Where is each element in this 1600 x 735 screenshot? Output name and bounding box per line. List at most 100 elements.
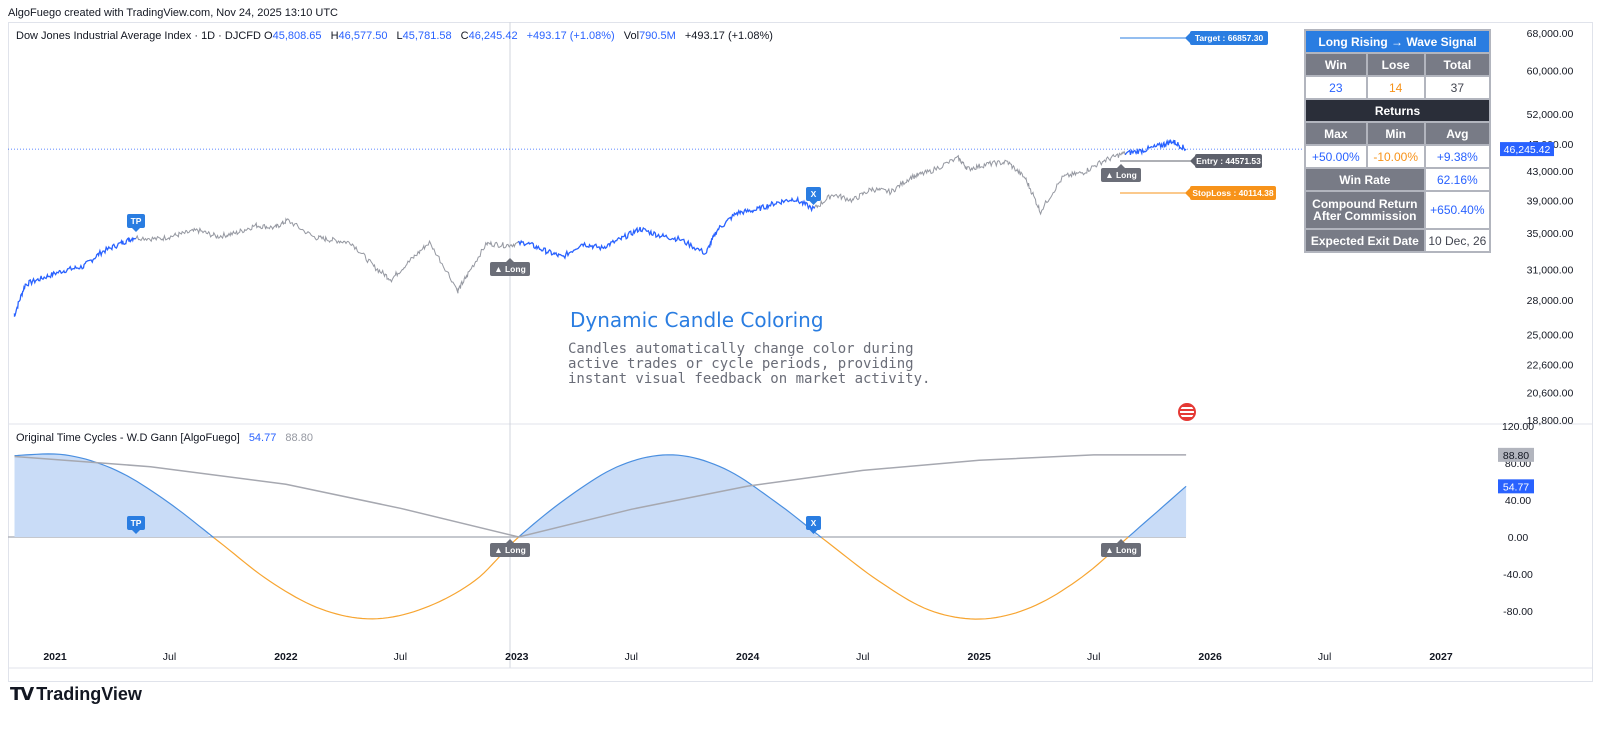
lose-count: 14 xyxy=(1365,75,1426,100)
exit-label-price-text: X xyxy=(811,189,817,199)
total-header: Total xyxy=(1423,52,1492,77)
long-label-oscillator-2[interactable]: ▲ Long xyxy=(1101,539,1141,557)
long-label-oscillator[interactable]: ▲ Long xyxy=(490,539,530,557)
exit-date-label: Expected Exit Date xyxy=(1304,228,1426,253)
win-rate-value: 62.16% xyxy=(1423,167,1492,192)
exit-label-oscillator-box xyxy=(806,516,821,530)
price-axis: 68,000.0060,000.0052,000.0047,000.0043,0… xyxy=(1500,28,1574,427)
long-cycle-value-tag-label: 88.80 xyxy=(1503,450,1529,462)
oscillator-axis: 120.0080.0040.000.00-40.00-80.0088.8054.… xyxy=(1498,421,1534,618)
long-cycle-line xyxy=(14,454,1187,538)
long-cycle-value-tag xyxy=(1498,447,1534,462)
annotation-title: Dynamic Candle Coloring xyxy=(570,308,824,332)
vol-value: 790.5M xyxy=(639,30,676,42)
tp-label-oscillator[interactable]: TP xyxy=(127,516,145,534)
max-header: Max xyxy=(1304,121,1368,146)
win-header: Win xyxy=(1304,52,1368,77)
time-tick-label: Jul xyxy=(394,651,407,663)
price-tick-label: 39,000.00 xyxy=(1527,195,1574,207)
long-label-oscillator-box xyxy=(490,543,530,557)
open-label: O xyxy=(264,30,273,42)
us-flag-icon[interactable] xyxy=(1178,403,1196,421)
time-axis: 2021 Jul 2022 Jul 2023 Jul 2024 Jul 2025 Jul 2026 J… xyxy=(8,651,1593,669)
price-tick-label: 52,000.00 xyxy=(1527,109,1574,121)
short-cycle-positive xyxy=(1128,485,1187,538)
oscillator-name[interactable]: Original Time Cycles - W.D Gann [AlgoFue… xyxy=(16,432,240,444)
stats-table: Long Rising → Wave Signal Win Lose Total… xyxy=(1304,29,1492,253)
price-line-inactive xyxy=(814,150,1126,216)
total-count: 37 xyxy=(1423,75,1492,100)
oscillator-tick-label: -80.00 xyxy=(1503,606,1533,618)
entry-label-text: Entry : 44571.53 xyxy=(1196,156,1261,166)
exit-label-oscillator[interactable]: X xyxy=(806,516,821,534)
price-tick-label: 68,000.00 xyxy=(1527,28,1574,40)
cycle-positive-fill xyxy=(14,453,209,537)
time-tick-label: 2024 xyxy=(736,651,760,663)
tp-label-oscillator-box xyxy=(127,516,145,530)
change-value: +493.17 (+1.08%) xyxy=(526,30,615,42)
tradingview-logo[interactable]: 𝗧𝗩 TradingView xyxy=(10,684,142,705)
price-tick-label: 35,000.00 xyxy=(1527,228,1574,240)
long-label-oscillator-2-text: ▲ Long xyxy=(1105,545,1137,555)
price-tick-label: 28,000.00 xyxy=(1527,295,1574,307)
last-price-tag-label: 46,245.42 xyxy=(1504,144,1551,156)
oscillator-value-long: 88.80 xyxy=(285,432,313,444)
price-line-active xyxy=(1124,138,1187,156)
win-rate-label: Win Rate xyxy=(1304,167,1426,192)
short-cycle-value-tag-label: 54.77 xyxy=(1503,481,1529,493)
long-label-price-box xyxy=(490,262,530,276)
oscillator-series xyxy=(14,453,1187,620)
time-tick-label: Jul xyxy=(856,651,869,663)
time-tick-label: Jul xyxy=(163,651,176,663)
target-label-box xyxy=(1190,31,1268,45)
high-label: H xyxy=(330,30,339,42)
close-value: 46,245.42 xyxy=(468,30,518,42)
exit-label-oscillator-pointer xyxy=(809,530,818,534)
entry-label[interactable]: Entry : 44571.53 xyxy=(1190,154,1262,168)
short-cycle-value-tag xyxy=(1498,479,1534,494)
long-label-oscillator-pointer xyxy=(506,539,514,543)
time-tick-label: Jul xyxy=(1318,651,1331,663)
vol-label: Vol xyxy=(623,30,640,42)
compound-value: +650.40% xyxy=(1423,190,1492,230)
short-cycle-positive xyxy=(14,453,215,539)
short-cycle-negative xyxy=(213,536,520,620)
lose-header: Lose xyxy=(1365,52,1426,77)
price-line-active xyxy=(518,195,816,260)
price-tick-label: 60,000.00 xyxy=(1527,66,1574,78)
price-tick-label: 22,600.00 xyxy=(1527,360,1574,372)
trade-labels: TP X ▲ Long ▲ Long Target : 66857.30 Entry : … xyxy=(127,31,1276,557)
short-cycle-positive xyxy=(518,454,822,539)
price-line-active xyxy=(13,236,137,317)
max-return: +50.00% xyxy=(1304,144,1368,169)
long-label-oscillator-2-box xyxy=(1101,543,1141,557)
short-cycle-negative xyxy=(821,536,1129,620)
cycle-positive-fill xyxy=(518,454,817,537)
exit-label-price-box xyxy=(806,187,821,201)
last-price-tag xyxy=(1500,142,1554,157)
avg-return: +9.38% xyxy=(1423,144,1492,169)
chart-frame xyxy=(8,22,1593,682)
oscillator-tick-label: 0.00 xyxy=(1508,532,1529,544)
tp-label-price[interactable]: TP xyxy=(127,214,145,232)
annotation-body: Candles automatically change color durin… xyxy=(568,341,931,387)
stoploss-label[interactable]: StopLoss : 40114.38 xyxy=(1185,186,1276,200)
long-label-price-2[interactable]: ▲ Long xyxy=(1101,164,1141,182)
long-label-price[interactable]: ▲ Long xyxy=(490,258,530,276)
min-header: Min xyxy=(1365,121,1426,146)
compound-label-line2: After Commission xyxy=(1313,209,1417,223)
time-tick-label: 2021 xyxy=(43,651,67,663)
close-label: C xyxy=(460,30,469,42)
symbol-name[interactable]: Dow Jones Industrial Average Index · 1D … xyxy=(16,30,261,42)
price-series xyxy=(13,138,1187,317)
target-label[interactable]: Target : 66857.30 xyxy=(1185,31,1268,45)
price-line-inactive xyxy=(135,217,520,294)
exit-label-price[interactable]: X xyxy=(806,187,821,205)
stats-title: Long Rising → Wave Signal xyxy=(1304,29,1491,54)
high-value: 46,577.50 xyxy=(338,30,388,42)
long-label-price-2-pointer xyxy=(1117,164,1125,168)
price-tick-label: 25,000.00 xyxy=(1527,329,1574,341)
time-tick-label: 2025 xyxy=(968,651,992,663)
avg-header: Avg xyxy=(1423,121,1492,146)
